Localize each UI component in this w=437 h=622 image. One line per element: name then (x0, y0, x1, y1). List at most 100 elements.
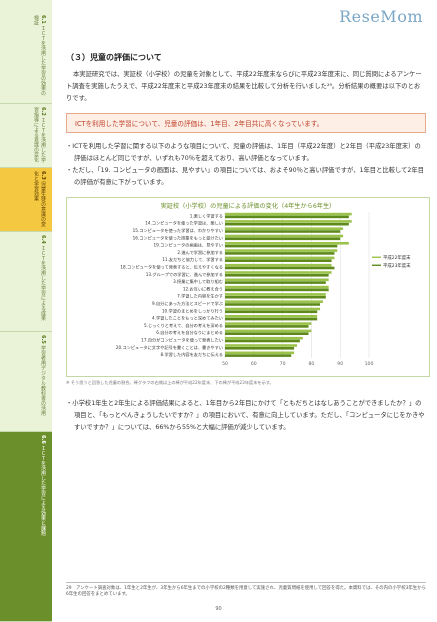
category-label: 20.コンピュータに文字や記号を書くことは、書きやすい (116, 344, 223, 351)
category-label: 8.学習した内容を友だちに伝える (161, 351, 224, 358)
bar-series-1 (225, 322, 312, 325)
category-label: 12.お互いに教え合う (183, 285, 223, 292)
category-label: 14.コンピュータを使った学習は、楽しい (145, 220, 223, 227)
bullet-item: ・ICTを利用した学習に関する以下のような項目について、児童の評価は、1年目（平… (66, 143, 421, 162)
chart-title: 実証校（小学校）の児童による評価の変化（4年生から6年生） (160, 203, 336, 210)
sidebar-tab-label: 児童生徒の意識の変化と学習効果 (33, 171, 46, 227)
x-tick-label: 90 (337, 361, 343, 367)
sidebar-tab-number: 6.1 (40, 15, 46, 24)
sidebar-tab-6-4[interactable]: 6.4 ＩＣＴを活用した学習による成果 (0, 232, 52, 332)
sidebar-tab-number: 6.2 (40, 107, 46, 116)
x-tick-label: 80 (308, 361, 314, 367)
category-label: 17.自分がコンピュータを使って発表したい (141, 337, 223, 344)
x-tick-label: 60 (251, 361, 257, 367)
bar-series-2 (225, 266, 335, 270)
bar-series-2 (225, 230, 341, 233)
sidebar-tab-number: 6.5 (40, 335, 46, 344)
sidebar-tab-label: ＩＣＴを活用した学習指導による意識の変化 (33, 107, 46, 163)
bar-series-2 (225, 288, 329, 292)
main-content: （３）児童の評価について 本実証研究では、実証校（小学校）の児童を対象として、平… (66, 52, 430, 434)
chart-note: ※ そう思うと回答した児童の割合。棒グラフの右側は上の棒が平成22年度末、下の棒… (66, 380, 274, 385)
sidebar-tab-label: ＩＣＴを活用した学習による成果 (40, 245, 46, 321)
category-label: 4.学習したことをもっと深めてみたい (152, 315, 223, 322)
bar-series-1 (225, 234, 344, 238)
bar-series-2 (225, 237, 341, 241)
bar-series-2 (225, 347, 295, 350)
sidebar-tab-number: 6.4 (40, 235, 46, 244)
site-logo[interactable]: ReseMom (339, 7, 423, 26)
bar-series-2 (225, 339, 300, 343)
sidebar-tab-6-6[interactable]: 6.6 ＩＣＴを活用した学習による効果と課題 (0, 432, 52, 622)
sidebar-tab-6-5[interactable]: 6.5 学習者用デジタル教科書の活用 (0, 332, 52, 432)
bar-series-2 (225, 332, 309, 335)
sidebar-tab-6-2[interactable]: 6.2 ＩＣＴを活用した学習指導による意識の変化 (0, 104, 52, 168)
bar-series-1 (225, 307, 321, 311)
bar-series-2 (225, 274, 329, 277)
bar-series-2 (225, 222, 349, 226)
chart-plot: 50 60 70 80 90 100 1.楽しく学習する14.コンピュータを使った学習は、楽… (116, 212, 411, 367)
bar-series-2 (225, 244, 338, 248)
category-label: 5.じっくりと考えて、自分の考えを深める (144, 322, 223, 329)
summary-callout: ICTを利用した学習について、児童の評価は、1年目、2年目共に高くなっています。 (66, 113, 426, 133)
sidebar-tab-label: ＩＣＴを活用した学習の効果の検証 (33, 15, 46, 96)
category-label: 1.楽しく学習する (190, 212, 223, 219)
bar-series-1 (225, 271, 332, 274)
sidebar-tab-label: ＩＣＴを活用した学習による効果と課題 (40, 445, 46, 536)
sidebar-tab-number: 6.3 (40, 171, 46, 180)
sidebar-tab-number: 6.6 (40, 435, 46, 444)
bar-series-1 (225, 336, 303, 340)
category-label: 11.友だちと協力して、学習する (162, 256, 223, 263)
bar-series-1 (225, 329, 312, 333)
footnote: 29 アンケート調査対象は、1年生と2年生が、3年生から6年生までの小学校の2種… (66, 582, 426, 598)
bar-series-2 (225, 354, 292, 357)
section-title: （３）児童の評価について (66, 53, 162, 62)
x-tick-label: 100 (365, 361, 374, 367)
bar-series-1 (225, 285, 329, 289)
bar-series-1 (225, 212, 352, 216)
category-label: 16.コンピュータを使った授業をもっと受けたい (133, 234, 223, 241)
page-number: 90 (215, 606, 222, 612)
bullet-item: ・ただし、「19. コンピュータの画面は、見やすい」の項目については、およそ90… (66, 167, 424, 186)
bar-series-1 (225, 249, 338, 252)
category-label: 13.グループでの学習に、進んで参加する (146, 271, 223, 278)
chapter-sidebar: 6.1 ＩＣＴを活用した学習の効果の検証 6.2 ＩＣＴを活用した学習指導による… (0, 0, 52, 622)
bar-series-2 (225, 295, 326, 299)
intro-paragraph: 本実証研究では、実証校（小学校）の児童を対象として、平成22年度末ならびに平成2… (66, 71, 422, 102)
bullet-list: ・ICTを利用した学習に関する以下のような項目について、児童の評価は、1年目（平… (66, 141, 426, 189)
bar-series-2 (225, 259, 332, 262)
category-label: 10.学習のまとめをしっかり行う (162, 307, 223, 314)
category-label: 7.学習した内容を生かす (177, 293, 223, 300)
bar-series-2 (225, 252, 335, 255)
category-label: 2.進んで学習に参加する (177, 249, 223, 256)
bar-series-1 (225, 315, 318, 318)
legend-label: 平成22年度末 (383, 254, 411, 261)
bar-series-1 (225, 351, 295, 355)
category-label: 3.授業に集中して取り組む (173, 278, 223, 285)
legend-label: 平成23年度末 (383, 262, 411, 269)
sidebar-tab-6-1[interactable]: 6.1 ＩＣＴを活用した学習の効果の検証 (0, 12, 52, 104)
bar-series-1 (225, 344, 297, 347)
bar-series-2 (225, 215, 349, 219)
evaluation-chart: 実証校（小学校）の児童による評価の変化（4年生から6年生） 50 60 70 80 90… (66, 197, 430, 377)
bar-series-1 (225, 263, 332, 267)
bar-series-2 (225, 325, 309, 328)
bar-series-1 (225, 242, 349, 245)
bar-series-1 (225, 256, 335, 260)
category-label: 18.コンピュータを使って発表すると、伝えやすくなる (120, 264, 223, 271)
category-label: 6.自分の考えを自分なりにまとめる (156, 329, 223, 336)
sidebar-tab-label: 学習者用デジタル教科書の活用 (40, 345, 46, 416)
bar-series-1 (225, 220, 352, 223)
bar-series-2 (225, 303, 321, 306)
bar-series-1 (225, 278, 329, 282)
x-tick-label: 70 (280, 361, 286, 367)
category-label: 19.コンピュータの画面は、見やすい (154, 242, 223, 249)
bar-series-2 (225, 317, 318, 321)
bar-series-2 (225, 281, 326, 284)
bar-series-2 (225, 310, 318, 314)
bar-series-1 (225, 227, 344, 230)
bar-series-1 (225, 300, 323, 303)
sidebar-tab-6-3[interactable]: 6.3 児童生徒の意識の変化と学習効果 (0, 168, 52, 232)
x-tick-label: 50 (222, 361, 228, 367)
category-label: 15.コンピュータを使った学習は、わかりやすい (133, 227, 223, 234)
bar-series-1 (225, 293, 326, 296)
